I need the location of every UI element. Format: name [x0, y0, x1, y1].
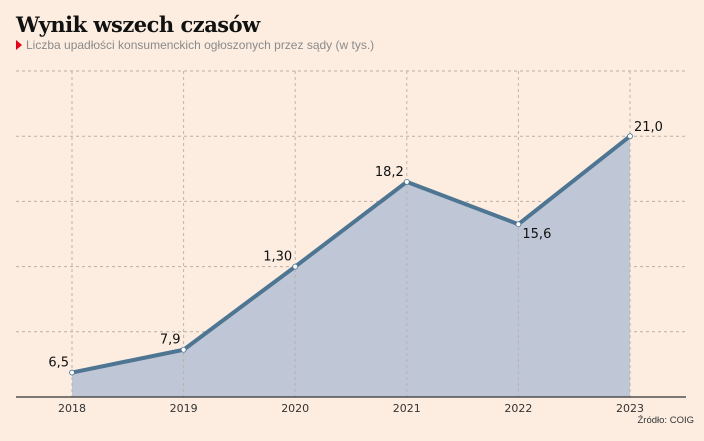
data-point-2018 [69, 369, 75, 376]
data-point-2019 [180, 346, 187, 353]
data-label-2020: 1,30 [263, 250, 292, 265]
data-label-2022: 15,6 [522, 227, 551, 242]
series-area [72, 136, 630, 397]
source-note: Źródło: COIG [637, 415, 695, 426]
red-triangle-icon [16, 40, 22, 50]
chart-subtitle: Liczba upadłości konsumenckich ogłoszony… [16, 38, 374, 52]
data-point-2020 [292, 263, 299, 270]
x-tick-label-2019: 2019 [170, 402, 198, 415]
series-line [71, 134, 632, 375]
data-points [69, 133, 633, 376]
data-label-2023: 21,0 [634, 120, 663, 135]
data-point-2023 [627, 133, 633, 140]
data-point-2021 [403, 178, 410, 185]
chart-title: Wynik wszech czasów [16, 12, 260, 37]
x-tick-label-2020: 2020 [281, 402, 309, 415]
data-labels: 6,5 7,9 1,30 18,2 15,6 21,0 [48, 120, 663, 370]
x-tick-label-2018: 2018 [58, 402, 86, 415]
data-label-2018: 6,5 [48, 356, 69, 371]
subtitle-text: Liczba upadłości konsumenckich ogłoszony… [26, 38, 375, 52]
x-tick-labels: 2018 2019 2020 2021 2022 2023 [58, 402, 644, 415]
data-point-2022 [515, 221, 522, 228]
x-tick-label-2021: 2021 [393, 402, 421, 415]
data-label-2021: 18,2 [375, 165, 404, 180]
data-label-2019: 7,9 [160, 333, 181, 348]
x-tick-label-2022: 2022 [504, 402, 532, 415]
vertical-gridlines [71, 71, 631, 397]
x-tick-label-2023: 2023 [616, 402, 644, 415]
